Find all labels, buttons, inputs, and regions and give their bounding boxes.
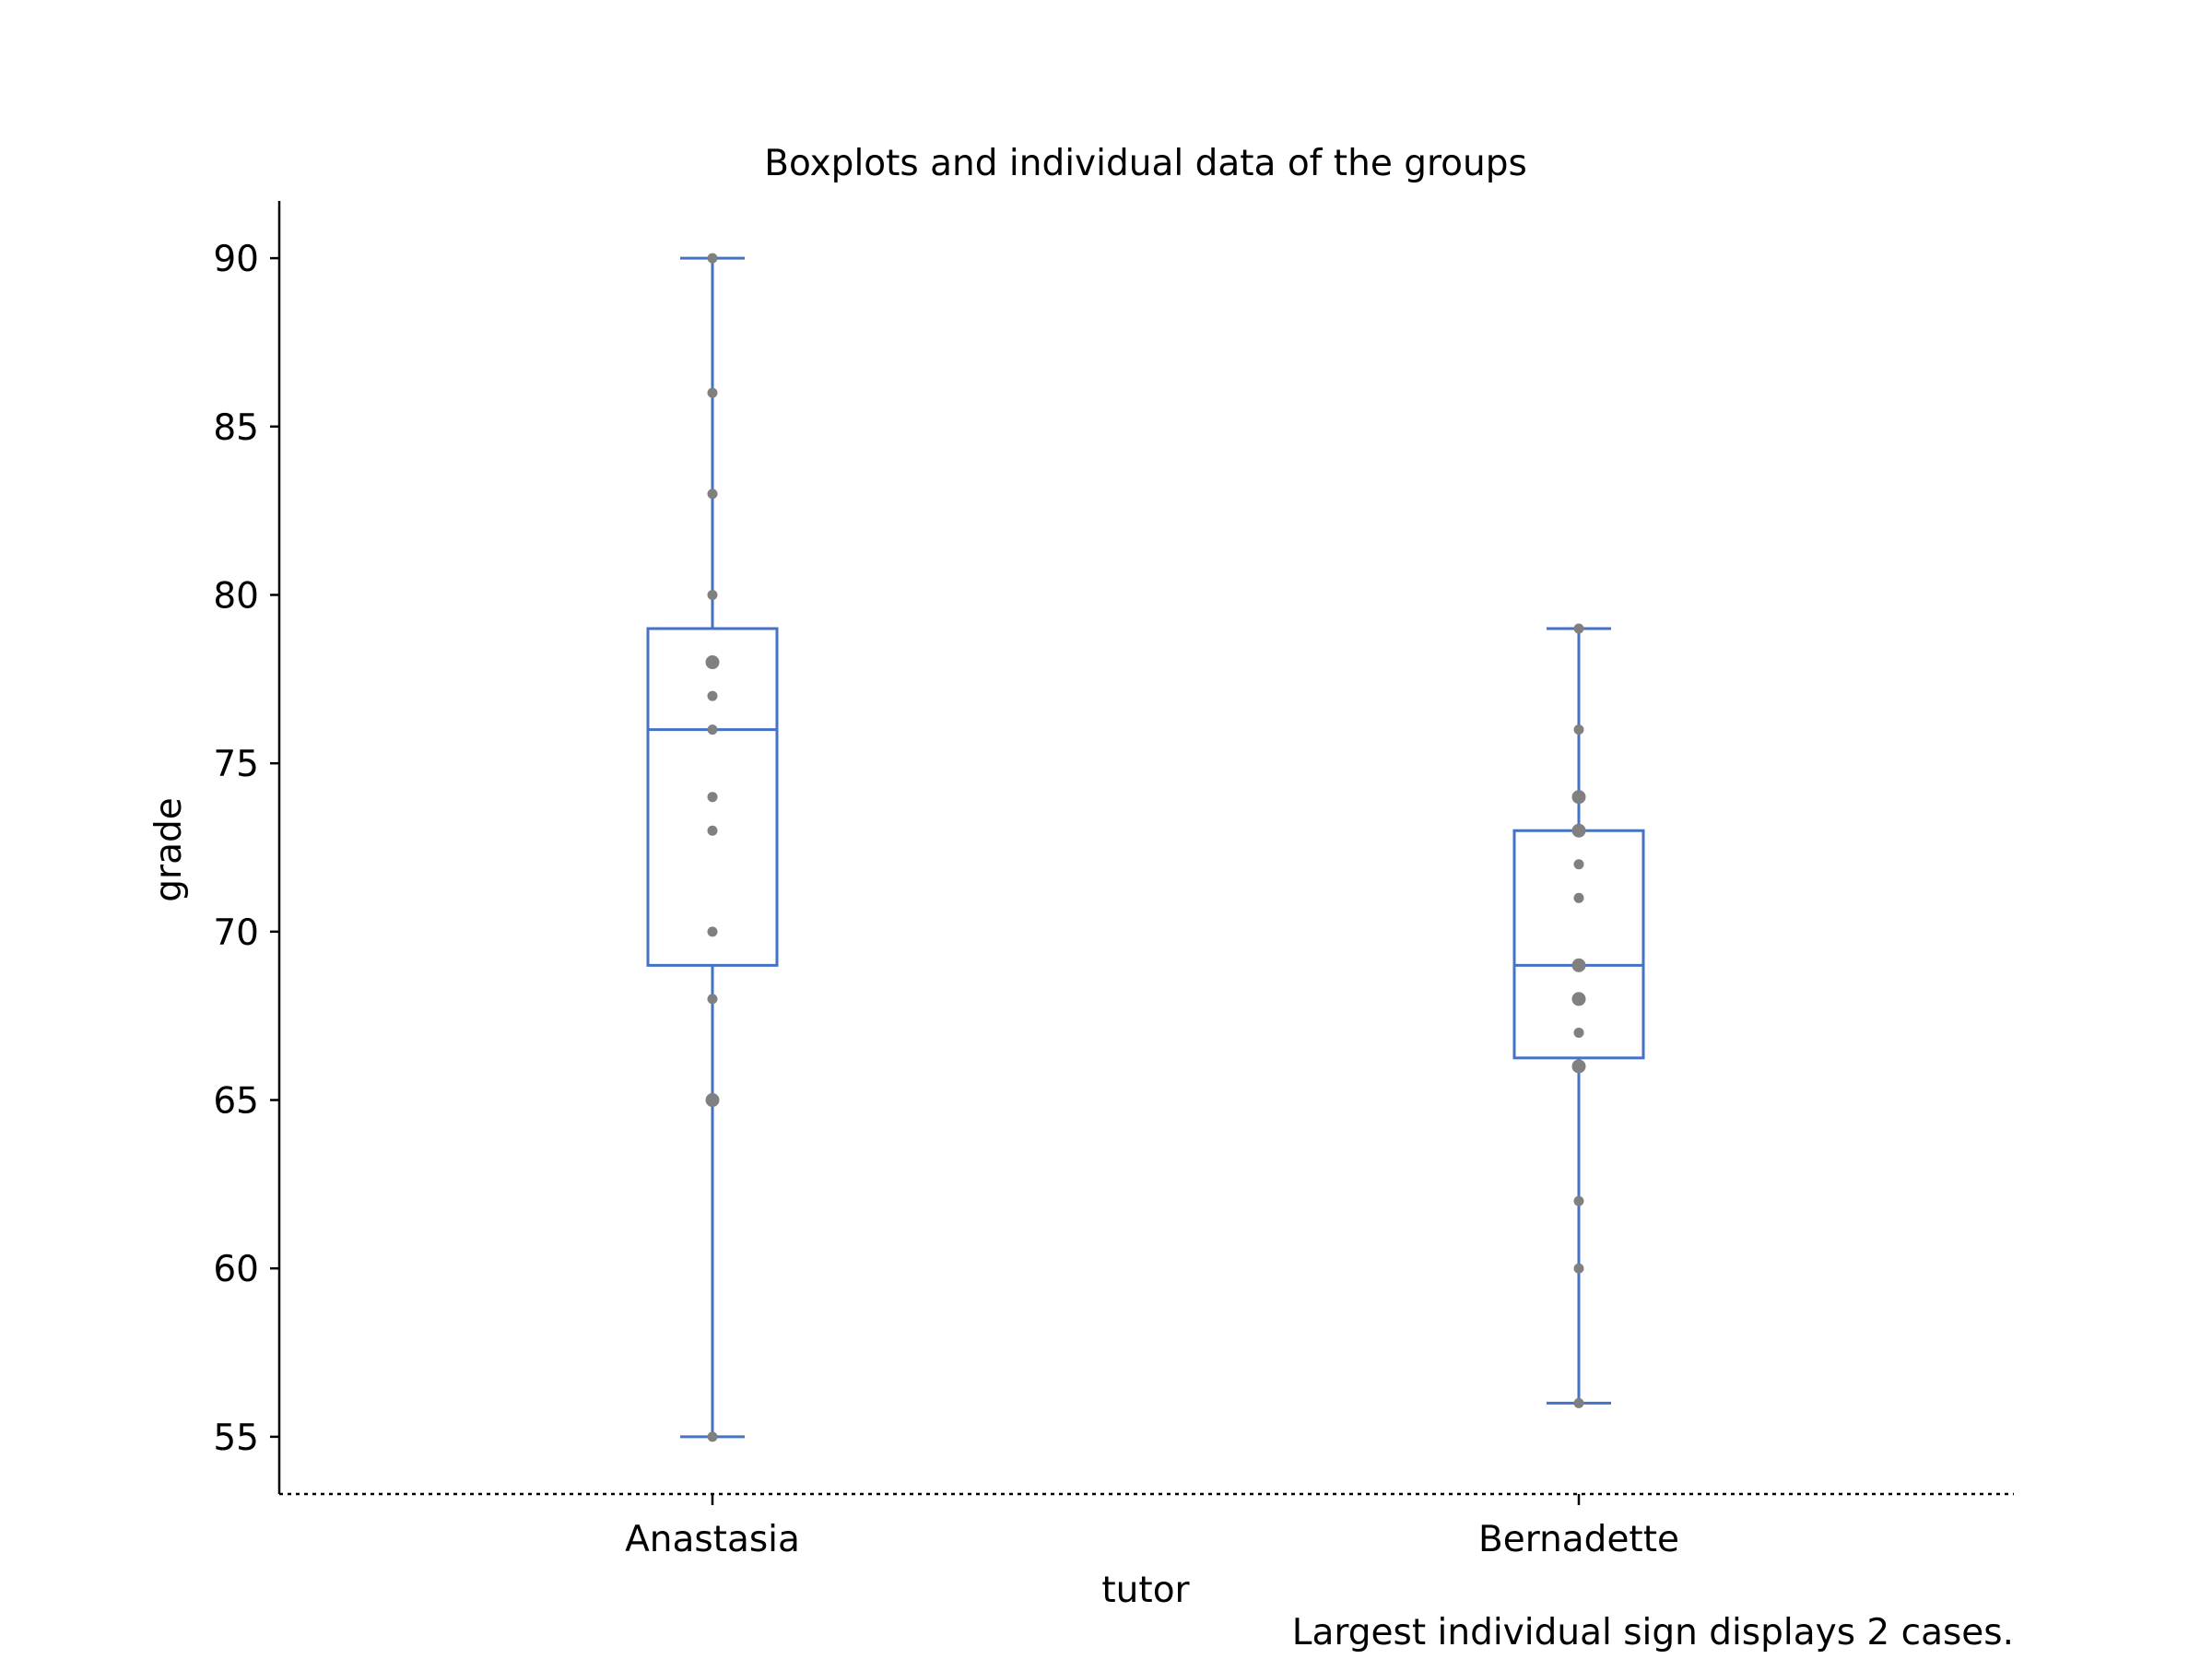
data-point [707, 994, 718, 1005]
x-axis-label: tutor [1101, 1570, 1190, 1611]
plot-area: 55 60 65 70 75 80 85 90 Anastasia Bernadette [213, 201, 2014, 1560]
y-tick-label: 85 [213, 407, 259, 449]
y-tick-label: 90 [213, 239, 259, 280]
data-point [1571, 790, 1586, 805]
data-point [707, 724, 718, 735]
chart-title: Boxplots and individual data of the grou… [764, 143, 1527, 184]
data-point [1571, 958, 1586, 972]
y-tick-label: 75 [213, 744, 259, 785]
data-point [707, 488, 718, 500]
y-tick-label: 65 [213, 1081, 259, 1123]
cases-note: Largest individual sign displays 2 cases… [1292, 1612, 2014, 1653]
data-point [1573, 1027, 1584, 1038]
data-point [1573, 1397, 1584, 1408]
data-point [707, 825, 718, 836]
data-point [1571, 823, 1586, 838]
y-axis-label: grade [148, 797, 190, 901]
data-point [1573, 623, 1584, 634]
x-tick-label: Anastasia [625, 1519, 800, 1560]
data-point [1573, 1263, 1584, 1274]
data-point [1571, 1059, 1586, 1074]
x-tick-label: Bernadette [1478, 1519, 1679, 1560]
data-point [707, 792, 718, 803]
data-point [707, 253, 718, 264]
data-point [707, 690, 718, 701]
y-tick-label: 60 [213, 1249, 259, 1290]
data-point [1573, 1195, 1584, 1206]
data-point [1571, 992, 1586, 1006]
y-tick-label: 80 [213, 575, 259, 617]
data-point [705, 1093, 720, 1108]
data-point [707, 589, 718, 600]
data-point [707, 926, 718, 937]
data-point [1573, 859, 1584, 870]
data-point [707, 1431, 718, 1442]
y-tick-label: 55 [213, 1418, 259, 1459]
data-point [707, 387, 718, 398]
data-point [1573, 724, 1584, 735]
y-tick-label: 70 [213, 912, 259, 954]
box [646, 627, 779, 967]
data-point [1573, 892, 1584, 903]
data-point [705, 655, 720, 670]
